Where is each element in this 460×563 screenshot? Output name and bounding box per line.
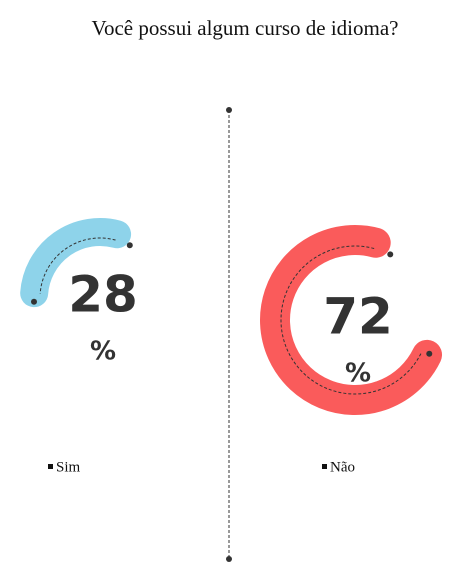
value-label: 72 [323, 288, 393, 346]
legend-label: Não [330, 459, 355, 475]
guide-dot [426, 350, 433, 357]
value-label: 28 [68, 266, 138, 324]
guide-dot [31, 298, 38, 305]
guide-dot [126, 242, 133, 249]
chart-title: Você possui algum curso de idioma? [92, 16, 399, 40]
divider-dot [226, 556, 232, 562]
legend-marker [322, 464, 327, 469]
unit-label: % [345, 359, 371, 389]
guide-dot [387, 251, 394, 258]
legend-label: Sim [56, 459, 81, 475]
gauge-arc [20, 218, 132, 308]
unit-label: % [90, 337, 116, 367]
gauge-arc [260, 225, 443, 415]
guide-arc [39, 237, 116, 294]
legend-marker [48, 464, 53, 469]
divider-dot [226, 107, 232, 113]
guide-arc [280, 245, 423, 395]
